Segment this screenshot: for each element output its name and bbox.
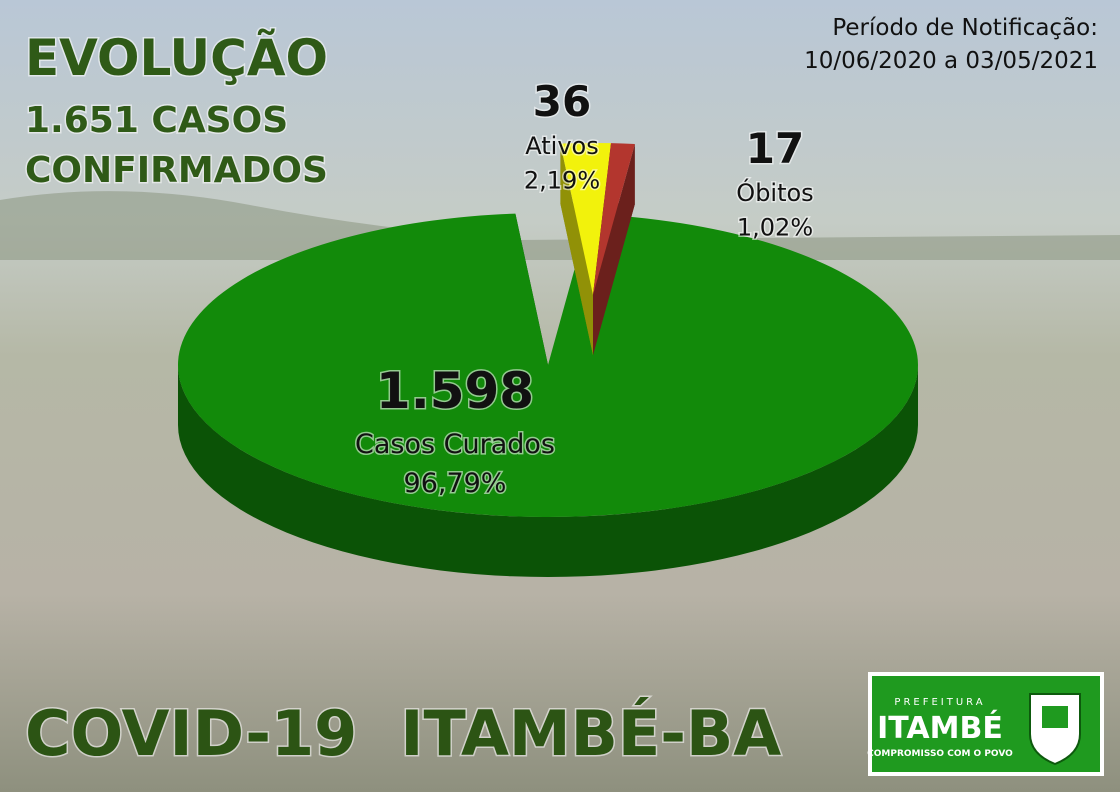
logo-crest-inner [1042,706,1068,728]
period-label: Período de Notificação: [832,15,1098,41]
hills [0,191,1120,260]
subtitle: CONFIRMADOS [25,150,328,191]
percent-label: 2,19% [524,167,600,195]
value-label: 1.598 [376,362,534,420]
logo-crest [1029,693,1081,766]
logo: PREFEITURA ITAMBÉ COMPROMISSO COM O POVO [867,672,1104,776]
value-label: 36 [533,77,591,126]
category-label: Óbitos [736,177,813,207]
logo-name: ITAMBÉ [877,710,1003,746]
period: 10/06/2020 a 03/05/2021 [804,48,1098,74]
logo-top: PREFEITURA [894,697,985,708]
pie-side [178,365,918,577]
title: EVOLUÇÃO [25,28,328,87]
footer: COVID-19 ITAMBÉ-BA [25,697,781,770]
logo-motto: COMPROMISSO COM O POVO [867,749,1013,759]
percent-label: 1,02% [737,214,813,242]
category-label: Ativos [525,132,598,160]
pie-slice [593,143,635,295]
pie-side [593,143,635,355]
value-label: 17 [746,124,804,173]
category-label: Casos Curados [355,429,555,460]
pie [178,143,919,577]
pie-slice [178,213,919,518]
pie-slice [560,143,612,295]
percent-label: 96,79% [404,468,507,499]
subtitle: 1.651 CASOS [25,100,288,141]
pie-side [560,143,593,355]
